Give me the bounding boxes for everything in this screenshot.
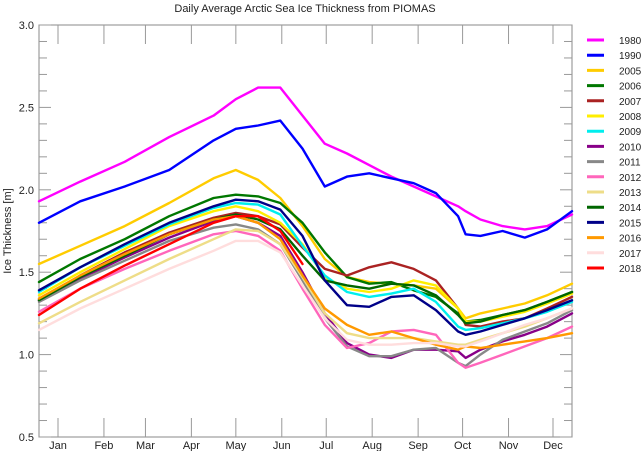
y-tick-label: 1.5 — [19, 267, 34, 279]
x-tick-label: Feb — [94, 440, 113, 451]
plot-border — [38, 24, 573, 438]
legend-label: 2005 — [619, 66, 641, 77]
legend-label: 2008 — [619, 112, 641, 123]
x-tick-label: Jun — [273, 440, 291, 451]
legend-label: 2011 — [619, 158, 641, 169]
legend-label: 2014 — [619, 203, 641, 214]
series-line-2018 — [37, 215, 304, 317]
x-tick-label: Nov — [499, 440, 519, 451]
series-line-2017 — [37, 239, 574, 348]
y-axis-label: Ice Thickness [m] — [2, 188, 14, 273]
x-tick-label: Apr — [183, 440, 200, 451]
series-line-2016 — [37, 215, 574, 351]
legend-label: 2012 — [619, 173, 641, 184]
x-tick-label: Jan — [49, 440, 67, 451]
plot-frame — [38, 24, 573, 438]
x-tick-label: Oct — [454, 440, 471, 451]
series-line-2015 — [37, 198, 574, 336]
legend-label: 1990 — [619, 51, 641, 62]
x-tick-label: Jul — [319, 440, 333, 451]
y-tick-label: 0.5 — [19, 432, 34, 444]
legend: 1980 1990 2005 2006 2007 2008 2009 2010 2011 2012… — [587, 36, 641, 275]
x-tick-label: Aug — [362, 440, 382, 451]
y-tick-label: 2.0 — [19, 185, 34, 197]
legend-label: 2015 — [619, 218, 641, 229]
y-tick-label: 3.0 — [19, 20, 34, 32]
series-line-2009 — [37, 201, 574, 332]
series-lines — [37, 86, 574, 369]
legend-label: 2006 — [619, 82, 641, 93]
x-tick-label: Mar — [136, 440, 155, 451]
legend-label: 2016 — [619, 234, 641, 245]
series-line-2007 — [37, 211, 574, 328]
series-line-1980 — [37, 86, 574, 231]
legend-label: 2007 — [619, 97, 641, 108]
series-line-2012 — [37, 229, 574, 369]
y-axis: 0.5 1.0 1.5 2.0 2.5 3.0 — [19, 20, 572, 444]
chart-title: Daily Average Arctic Sea Ice Thickness f… — [174, 3, 435, 15]
x-tick-label: Dec — [543, 440, 563, 451]
y-tick-label: 1.0 — [19, 350, 34, 362]
legend-label: 2017 — [619, 249, 641, 260]
legend-label: 1980 — [619, 36, 641, 47]
y-tick-label: 2.5 — [19, 102, 34, 114]
x-tick-label: May — [225, 440, 246, 451]
series-line-1990 — [37, 119, 574, 239]
legend-label: 2010 — [619, 142, 641, 153]
x-tick-label: Sep — [408, 440, 428, 451]
x-axis: Jan Feb Mar Apr May Jun Jul Aug Sep Oct Nov Dec — [49, 25, 563, 451]
legend-label: 2018 — [619, 264, 641, 275]
legend-label: 2009 — [619, 127, 641, 138]
legend-label: 2013 — [619, 188, 641, 199]
